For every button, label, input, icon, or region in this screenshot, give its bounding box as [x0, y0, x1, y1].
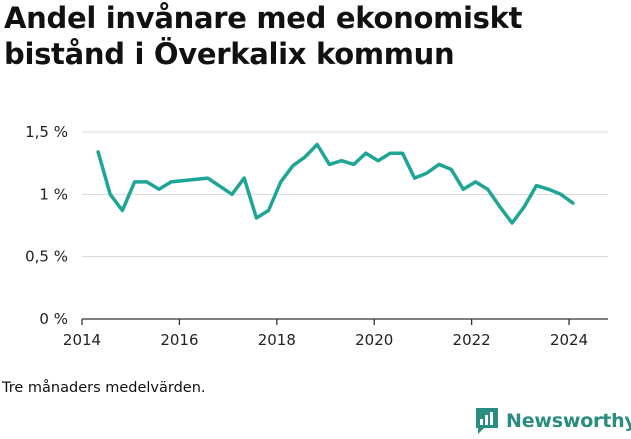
x-tick-label: 2022 — [453, 331, 491, 349]
y-tick-label: 1,5 % — [25, 123, 68, 141]
x-tick-label: 2016 — [160, 331, 198, 349]
gridlines — [82, 131, 608, 258]
line-chart: 0 % 0,5 % 1 % 1,5 % 2014 2016 2018 2020 2022 202… — [25, 123, 608, 349]
x-axis — [81, 318, 608, 325]
x-axis-tick-labels: 2014 2016 2018 2020 2022 2024 — [63, 331, 588, 349]
x-tick-label: 2018 — [258, 331, 296, 349]
brand-name: Newsworthy — [506, 410, 631, 432]
x-tick-label: 2014 — [63, 331, 101, 349]
y-axis-tick-labels: 0 % 0,5 % 1 % 1,5 % — [25, 123, 68, 328]
y-tick-label: 0,5 % — [25, 248, 68, 266]
series-line — [96, 142, 575, 225]
y-tick-label: 1 % — [39, 185, 68, 203]
y-tick-label: 0 % — [39, 310, 68, 328]
x-tick-label: 2020 — [355, 331, 393, 349]
chart-title: Andel invånare med ekonomiskt bistånd i … — [4, 1, 523, 71]
newsworthy-logo: Newsworthy — [474, 406, 631, 436]
x-tick-label: 2024 — [550, 331, 588, 349]
footnote: Tre månaders medelvärden. — [2, 380, 206, 396]
bar-chart-logo-icon — [476, 408, 498, 434]
